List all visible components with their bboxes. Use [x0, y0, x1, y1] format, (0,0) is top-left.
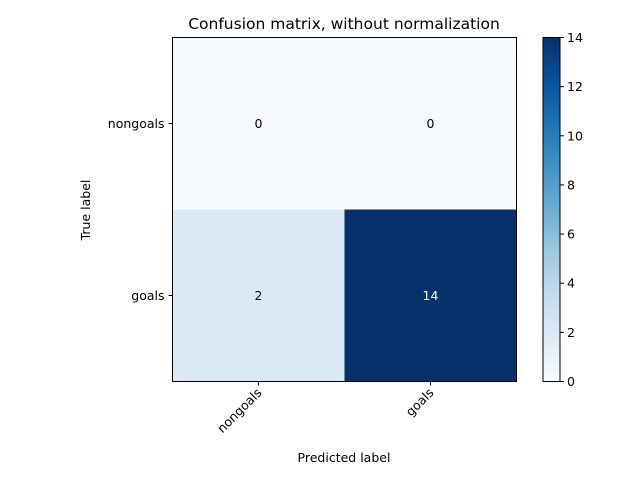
colorbar-tick-label: 12	[567, 79, 583, 94]
heatmap-cell	[172, 209, 345, 382]
plot-frame	[172, 37, 517, 382]
heatmap-cell	[344, 209, 517, 382]
y-tick-label: nongoals	[108, 116, 165, 131]
heatmap-cell	[172, 37, 345, 210]
y-axis-label: True label	[78, 180, 93, 242]
colorbar-tick-label: 8	[567, 177, 575, 192]
colorbar-tick-label: 4	[567, 276, 575, 291]
heatmap-cell-labels: 0 0 2 14	[255, 116, 439, 303]
colorbar-tick-label: 0	[567, 374, 575, 389]
colorbar-ticks: 0 2 4 6 8 10 12 14	[560, 30, 583, 389]
colorbar-tick-label: 10	[567, 128, 583, 143]
cell-value-label: 2	[255, 288, 263, 303]
cell-value-label: 14	[423, 288, 439, 303]
colorbar	[542, 37, 561, 382]
colorbar-tick-label: 14	[567, 30, 583, 45]
y-tick-label: goals	[131, 288, 164, 303]
x-axis-ticks: nongoals goals	[214, 381, 437, 436]
cell-value-label: 0	[427, 116, 435, 131]
x-tick-label: goals	[403, 385, 437, 419]
colorbar-tick-label: 6	[567, 227, 575, 242]
colorbar-tick-label: 2	[567, 325, 575, 340]
y-axis-ticks: nongoals goals	[108, 116, 173, 303]
cell-value-label: 0	[255, 116, 263, 131]
x-axis-label: Predicted label	[298, 450, 391, 465]
x-tick-label: nongoals	[214, 385, 265, 436]
heatmap-cell	[344, 37, 517, 210]
chart-title: Confusion matrix, without normalization	[188, 15, 500, 33]
heatmap-cells	[172, 37, 517, 382]
